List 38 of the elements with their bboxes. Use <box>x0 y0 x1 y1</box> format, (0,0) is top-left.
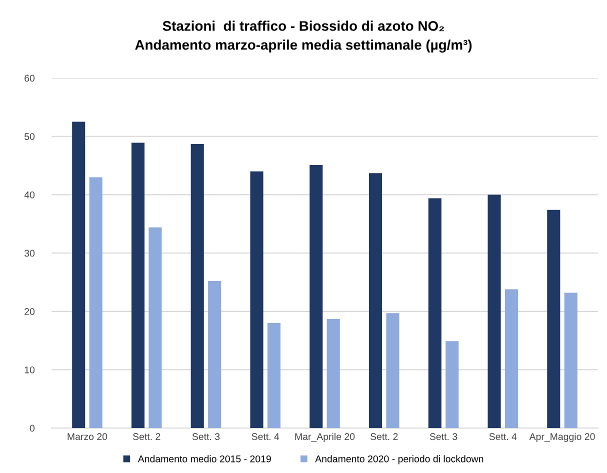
bar <box>131 142 145 428</box>
bar <box>89 177 102 428</box>
y-tick-label: 50 <box>24 133 35 140</box>
bar <box>326 318 340 428</box>
bar <box>368 173 382 428</box>
bar <box>310 164 323 428</box>
legend-label: Andamento medio 2015 - 2019 <box>138 455 271 462</box>
y-tick-label: 60 <box>24 74 35 82</box>
x-tick-label: Mar_Aprile 20 <box>295 432 355 442</box>
x-tick-label: Apr_Maggio 20 <box>529 432 595 442</box>
x-tick-label: Sett. 4 <box>252 433 280 440</box>
y-tick-label: 10 <box>24 366 35 374</box>
bar <box>72 122 86 428</box>
y-tick-label: 40 <box>24 191 35 198</box>
chart-title: Stazioni di traffico - Biossido di azoto NO₂ <box>162 20 444 32</box>
bar <box>148 227 162 428</box>
bar <box>386 313 400 428</box>
x-tick-label: Sett. 4 <box>489 433 517 440</box>
legend-label: Andamento 2020 - periodo di lockdown <box>315 455 484 464</box>
x-tick-label: Sett. 2 <box>132 433 160 440</box>
y-tick-label: 20 <box>24 308 35 316</box>
bar <box>267 323 281 428</box>
bar <box>190 144 204 428</box>
x-tick-label: Marzo 20 <box>68 433 108 440</box>
y-tick-label: 30 <box>24 250 35 257</box>
bar <box>564 292 578 428</box>
bar <box>250 171 264 428</box>
bar <box>208 281 222 428</box>
bar <box>446 341 459 428</box>
x-tick-label: Sett. 2 <box>370 433 398 440</box>
bar <box>488 194 501 428</box>
bar <box>504 289 518 428</box>
y-tick-label: 0 <box>30 424 35 432</box>
bar <box>428 198 442 428</box>
bar <box>547 210 560 428</box>
x-tick-label: Sett. 3 <box>192 433 220 440</box>
chart-subtitle: Andamento marzo-aprile media settimanale (µg/m³) <box>135 40 472 53</box>
x-tick-label: Sett. 3 <box>430 433 458 440</box>
